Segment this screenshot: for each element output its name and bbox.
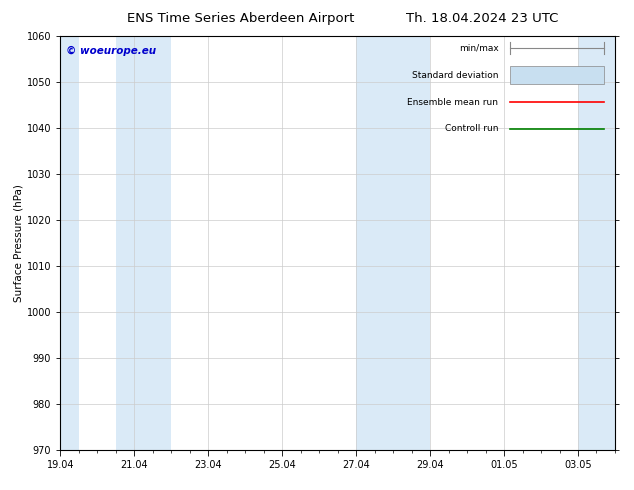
Text: Ensemble mean run: Ensemble mean run [408,98,498,106]
Text: © woeurope.eu: © woeurope.eu [66,46,156,56]
Bar [578,36,615,450]
Bar [356,36,430,450]
Bar [116,36,171,450]
Text: Controll run: Controll run [445,124,498,133]
Bar [60,36,79,450]
Text: ENS Time Series Aberdeen Airport: ENS Time Series Aberdeen Airport [127,12,354,25]
Bar [510,66,604,84]
Y-axis label: Surface Pressure (hPa): Surface Pressure (hPa) [14,184,24,302]
Text: Th. 18.04.2024 23 UTC: Th. 18.04.2024 23 UTC [406,12,558,25]
Text: min/max: min/max [459,44,498,53]
Text: Standard deviation: Standard deviation [412,71,498,79]
